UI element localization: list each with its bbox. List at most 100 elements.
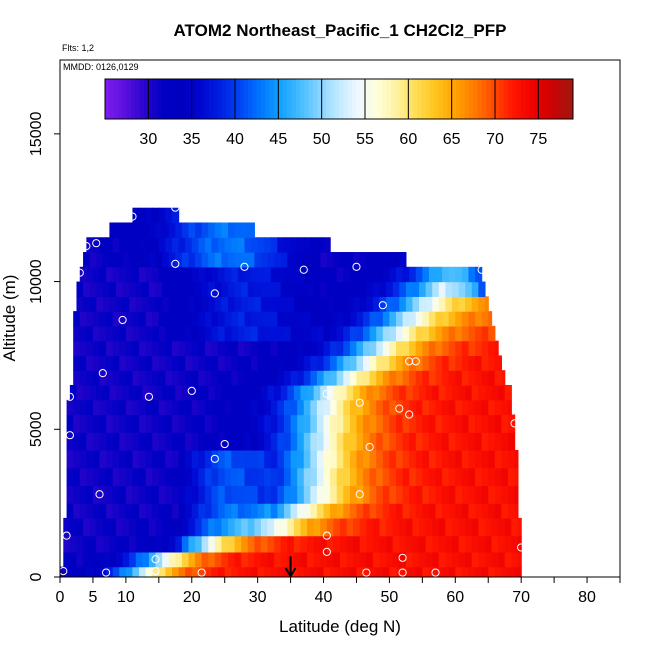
heatmap-cell: [488, 432, 496, 451]
heatmap-cell: [254, 384, 262, 401]
heatmap-cell: [284, 370, 292, 386]
heatmap-cell: [448, 355, 456, 371]
heatmap-cell: [257, 503, 265, 519]
colorbar-swatch: [161, 79, 167, 119]
heatmap-cell: [478, 384, 486, 401]
heatmap-cell: [204, 370, 213, 386]
heatmap-cell: [86, 432, 94, 451]
heatmap-cell: [445, 384, 453, 401]
heatmap-cell: [175, 535, 183, 553]
heatmap-cell: [79, 566, 87, 577]
heatmap-cell: [76, 551, 84, 568]
heatmap-cell: [135, 384, 143, 401]
heatmap-cell: [168, 517, 176, 537]
heatmap-cell: [244, 266, 252, 283]
heatmap-cell: [158, 503, 167, 519]
heatmap-cell: [284, 432, 292, 451]
heatmap-cell: [432, 517, 440, 537]
heatmap-cell: [323, 266, 331, 283]
heatmap-cell: [99, 266, 107, 283]
heatmap-cell: [419, 384, 427, 401]
heatmap-cell: [386, 535, 394, 553]
sample-point: [322, 531, 331, 540]
heatmap-cell: [514, 503, 519, 519]
heatmap-cell: [484, 535, 493, 553]
heatmap-cell: [517, 517, 522, 537]
heatmap-cell: [224, 237, 232, 253]
heatmap-cell: [201, 384, 209, 401]
heatmap-cell: [389, 414, 397, 433]
heatmap-cell: [326, 551, 335, 568]
heatmap-cell: [277, 370, 285, 386]
heatmap-cell: [63, 517, 71, 537]
heatmap-cell: [514, 485, 519, 504]
heatmap-cell: [376, 449, 384, 469]
heatmap-cell: [99, 566, 107, 577]
heatmap-cell: [162, 252, 170, 268]
colorbar-swatch: [542, 79, 548, 119]
sample-point: [352, 262, 361, 271]
heatmap-cell: [336, 340, 344, 357]
heatmap-cell: [139, 266, 147, 283]
heatmap-cell: [92, 432, 101, 451]
heatmap-cell: [428, 355, 437, 371]
heatmap-cell: [99, 311, 107, 327]
heatmap-cell: [303, 311, 311, 327]
heatmap-cell: [316, 370, 325, 386]
heatmap-cell: [198, 340, 206, 357]
heatmap-cell: [438, 296, 447, 312]
heatmap-cell: [79, 355, 87, 371]
heatmap-cell: [330, 399, 338, 416]
heatmap-cell: [382, 414, 391, 433]
colorbar-swatch: [334, 79, 340, 119]
heatmap-cell: [448, 432, 456, 451]
heatmap-cell: [448, 399, 456, 416]
heatmap-cell: [92, 414, 101, 433]
sample-point: [365, 442, 374, 452]
heatmap-cell: [415, 414, 423, 433]
heatmap-cell: [346, 296, 354, 312]
heatmap-cell: [326, 517, 335, 537]
heatmap-cell: [442, 266, 450, 283]
heatmap-cell: [247, 551, 255, 568]
heatmap-cell: [475, 340, 483, 357]
heatmap-cell: [178, 370, 186, 386]
colorbar-swatch: [248, 79, 253, 119]
heatmap-cell: [396, 449, 404, 469]
colorbar-swatch: [135, 79, 141, 119]
heatmap-cell: [135, 296, 143, 312]
dates-annotation: MMDD: 0126,0129: [63, 62, 139, 72]
heatmap-cell: [359, 551, 367, 568]
heatmap-cell: [251, 414, 259, 433]
heatmap-cell: [148, 535, 157, 553]
heatmap-cell: [369, 566, 377, 577]
heatmap-cell: [106, 311, 114, 327]
heatmap-cell: [452, 535, 460, 553]
heatmap-cell: [102, 252, 111, 268]
heatmap-cell: [349, 311, 358, 327]
heatmap-cell: [303, 340, 311, 357]
heatmap-cell: [69, 517, 78, 537]
heatmap-cell: [86, 311, 94, 327]
heatmap-cell: [267, 535, 275, 553]
heatmap-cell: [313, 535, 321, 553]
colorbar-swatch: [438, 79, 444, 119]
heatmap-cell: [142, 535, 150, 553]
heatmap-cell: [155, 281, 163, 297]
y-tick-label: 0: [28, 572, 45, 581]
heatmap-cell: [399, 296, 407, 312]
heatmap-cell: [244, 325, 252, 342]
heatmap-cell: [442, 467, 450, 487]
heatmap-cell: [448, 370, 456, 386]
heatmap-cell: [79, 449, 87, 469]
heatmap-cell: [165, 325, 173, 342]
heatmap-cell: [504, 384, 512, 401]
heatmap-cell: [481, 311, 489, 327]
sample-point: [240, 262, 249, 271]
heatmap-cell: [270, 432, 279, 451]
heatmap-cell: [353, 535, 361, 553]
heatmap-cell: [326, 535, 335, 553]
heatmap-cell: [287, 281, 295, 297]
heatmap-cell: [396, 340, 404, 357]
heatmap-cell: [422, 370, 430, 386]
